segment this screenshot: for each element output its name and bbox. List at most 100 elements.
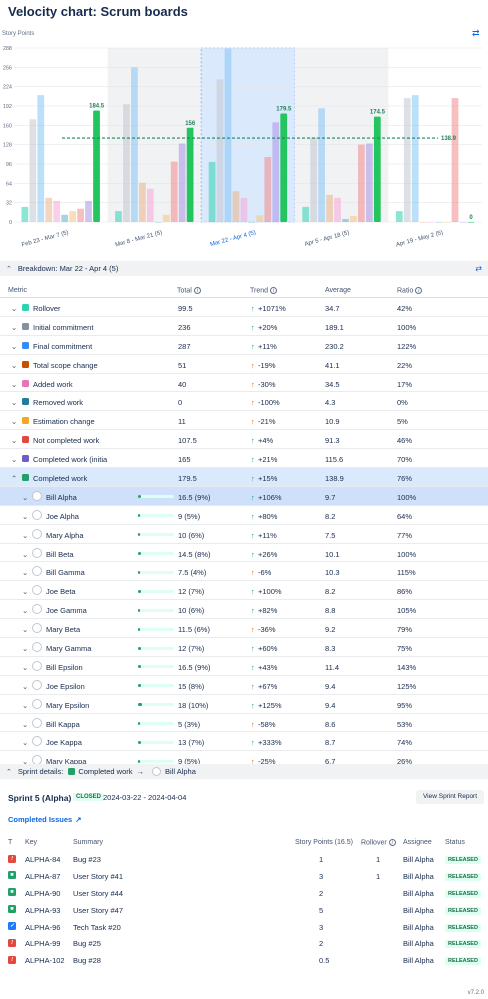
issue-summary[interactable]: User Story #47 [73,905,124,915]
issue-key[interactable]: ALPHA-93 [25,905,61,915]
person-row[interactable]: ⌄ Bill Epsilon 16.5 (9%) ↑ +43% 11.4 143% [0,657,488,676]
issue-key[interactable]: ALPHA-99 [25,939,61,949]
metric-row[interactable]: ⌄ Estimation change 11 ↑ -21% 10.9 5% [0,411,488,431]
person-row[interactable]: ⌄ Joe Gamma 10 (6%) ↑ +82% 8.8 105% [0,600,488,620]
metric-row[interactable]: ⌃ Completed work 179.5 ↑ +15% 138.9 76% [0,468,488,487]
bar-rollover[interactable] [302,206,310,222]
chevron-down-icon[interactable]: ⌄ [22,700,29,710]
metric-row[interactable]: ⌄ Rollover 99.5 ↑ +1071% 34.7 42% [0,298,488,317]
bar-removed-work[interactable] [61,214,69,222]
bar-removed-work[interactable] [154,222,162,223]
chevron-down-icon[interactable]: ⌄ [22,511,29,521]
bar-removed-work[interactable] [248,222,256,223]
person-row[interactable]: ⌄ Mary Epsilon 18 (10%) ↑ +125% 9.4 95% [0,695,488,714]
info-icon[interactable]: i [415,287,423,294]
x-tick-label[interactable]: Apr 5 - Apr 18 (5) [304,230,350,248]
issue-summary[interactable]: Bug #28 [73,956,101,966]
chevron-down-icon[interactable]: ⌄ [11,360,18,370]
bar-estimation-change[interactable] [162,214,170,222]
bar-completed-work[interactable] [467,222,475,223]
issue-summary[interactable]: Tech Task #20 [73,922,121,932]
bar-completed-work-initial-[interactable] [85,200,92,222]
issue-row[interactable]: ■ ALPHA-93 User Story #47 5 Bill Alpha RELEAS… [0,902,488,919]
bar-initial-commitment[interactable] [310,137,318,222]
chevron-down-icon[interactable]: ⌄ [22,625,29,635]
issue-row[interactable]: ! ALPHA-102 Bug #28 0.5 Bill Alpha RELEASED [0,952,488,969]
chevron-down-icon[interactable]: ⌄ [11,417,18,427]
sprint-details-header[interactable]: ⌃ Sprint details: Completed work → Bill … [0,764,488,779]
issue-summary[interactable]: Bug #23 [73,855,101,864]
issue-key[interactable]: ALPHA-96 [25,922,61,932]
breakdown-settings-icon[interactable]: ⇄ [475,264,482,273]
bar-estimation-change[interactable] [69,211,77,222]
chevron-down-icon[interactable]: ⌄ [22,549,29,559]
bar-added-work[interactable] [427,222,435,223]
x-tick-label[interactable]: Apr 19 - May 2 (5) [395,230,443,248]
issue-summary[interactable]: Bug #25 [73,939,101,949]
x-tick-label[interactable]: Mar 22 - Apr 4 (5) [210,230,257,248]
issue-key[interactable]: ALPHA-90 [25,888,61,898]
chevron-down-icon[interactable]: ⌄ [11,436,18,446]
issue-summary[interactable]: User Story #44 [73,888,124,898]
completed-issues-link[interactable]: Completed Issues ↗ [8,815,82,824]
info-icon[interactable]: i [388,839,396,846]
bar-completed-work[interactable] [280,113,288,222]
chevron-down-icon[interactable]: ⌄ [22,606,29,616]
bar-total-scope-change[interactable] [419,222,427,223]
chevron-down-icon[interactable]: ⌄ [11,398,18,408]
bar-removed-work[interactable] [342,218,349,222]
bar-removed-work[interactable] [435,222,443,223]
metric-row[interactable]: ⌄ Initial commitment 236 ↑ +20% 189.1 100% [0,317,488,336]
bar-rollover[interactable] [208,161,216,222]
bar-initial-commitment[interactable] [403,98,411,222]
person-row[interactable]: ⌄ Mary Gamma 12 (7%) ↑ +60% 8.3 75% [0,638,488,657]
chevron-down-icon[interactable]: ⌄ [22,662,29,672]
info-icon[interactable]: i [193,287,201,294]
chevron-down-icon[interactable]: ⌄ [22,587,29,597]
info-icon[interactable]: i [270,287,278,294]
bar-total-scope-change[interactable] [232,191,240,222]
bar-estimation-change[interactable] [443,222,451,223]
issue-row[interactable]: ■ ALPHA-90 User Story #44 2 Bill Alpha RELEAS… [0,885,488,902]
chevron-down-icon[interactable]: ⌄ [11,341,18,351]
bar-not-completed-work[interactable] [451,98,459,222]
bar-estimation-change[interactable] [256,215,264,222]
bar-total-scope-change[interactable] [45,197,53,222]
chevron-up-icon[interactable]: ⌃ [11,474,18,484]
bar-completed-work-initial-[interactable] [365,143,373,222]
person-row[interactable]: ⌄ Joe Epsilon 15 (8%) ↑ +67% 9.4 125% [0,676,488,695]
person-row[interactable]: ⌄ Joe Kappa 13 (7%) ↑ +333% 8.7 74% [0,732,488,752]
chevron-down-icon[interactable]: ⌄ [22,568,29,578]
chevron-down-icon[interactable]: ⌄ [11,379,18,389]
bar-final-commitment[interactable] [318,108,325,222]
bar-completed-work[interactable] [373,116,381,222]
chevron-down-icon[interactable]: ⌄ [22,757,29,767]
metric-row[interactable]: ⌄ Total scope change 51 ↑ -19% 41.1 22% [0,355,488,374]
metric-row[interactable]: ⌄ Removed work 0 ↑ -100% 4.3 0% [0,392,488,412]
metric-row[interactable]: ⌄ Completed work (initia 165 ↑ +21% 115.6 70% [0,449,488,469]
bar-rollover[interactable] [21,206,29,222]
bar-rollover[interactable] [395,211,403,222]
bar-initial-commitment[interactable] [123,104,130,222]
person-row[interactable]: ⌄ Bill Kappa 5 (3%) ↑ -58% 8.6 53% [0,714,488,733]
bar-completed-work-initial-[interactable] [459,222,467,223]
bar-total-scope-change[interactable] [326,194,333,222]
person-row[interactable]: ⌄ Bill Alpha 16.5 (9%) ↑ +106% 9.7 100% [0,486,488,506]
bar-added-work[interactable] [53,200,61,222]
bar-not-completed-work[interactable] [77,208,84,222]
issue-row[interactable]: ✓ ALPHA-96 Tech Task #20 3 Bill Alpha RELEASE… [0,919,488,936]
bar-completed-work[interactable] [186,127,194,222]
issue-key[interactable]: ALPHA-84 [25,855,61,864]
issue-key[interactable]: ALPHA-102 [25,956,65,966]
chevron-down-icon[interactable]: ⌄ [22,644,29,654]
bar-completed-work-initial-[interactable] [272,122,280,222]
chevron-down-icon[interactable]: ⌄ [22,492,29,502]
bar-initial-commitment[interactable] [216,79,224,222]
person-row[interactable]: ⌄ Mary Alpha 10 (6%) ↑ +11% 7.5 77% [0,525,488,544]
bar-not-completed-work[interactable] [264,157,272,222]
issue-key[interactable]: ALPHA-87 [25,871,61,881]
chevron-down-icon[interactable]: ⌄ [22,738,29,748]
bar-added-work[interactable] [334,197,341,222]
bar-final-commitment[interactable] [131,67,138,222]
metric-row[interactable]: ⌄ Final commitment 287 ↑ +11% 230.2 122% [0,336,488,355]
